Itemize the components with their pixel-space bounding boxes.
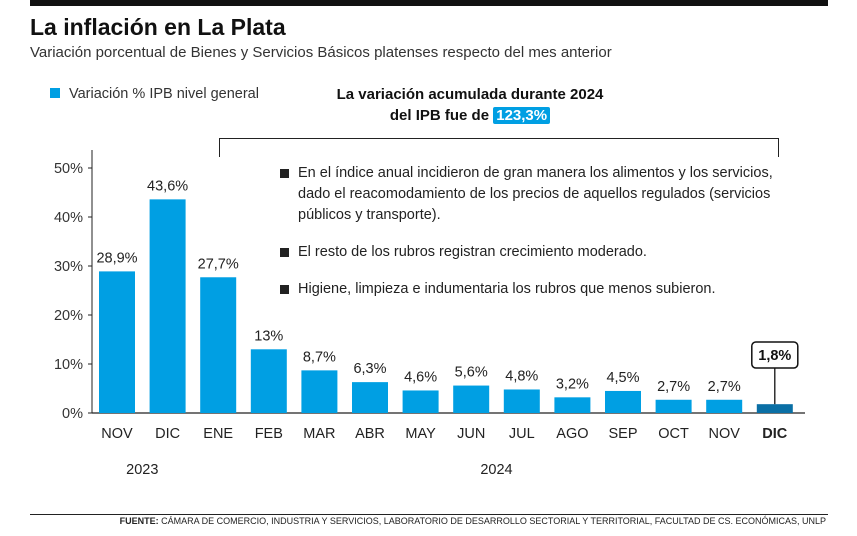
- source-text: CÁMARA DE COMERCIO, INDUSTRIA Y SERVICIO…: [161, 516, 826, 526]
- top-rule: [30, 0, 828, 6]
- x-tick-label: MAY: [405, 426, 436, 442]
- legend-label: Variación % IPB nivel general: [69, 86, 259, 102]
- notes-list: En el índice anual incidieron de gran ma…: [280, 163, 790, 316]
- bar: [352, 382, 388, 413]
- note-text: Higiene, limpieza e indumentaria los rub…: [298, 281, 716, 297]
- bar: [554, 397, 591, 413]
- bullet-icon: [280, 169, 289, 178]
- x-tick-label: JUL: [509, 426, 535, 442]
- data-label: 28,9%: [96, 250, 137, 266]
- note-item: El resto de los rubros registran crecimi…: [280, 242, 790, 263]
- headline-value: 123,3%: [493, 107, 551, 124]
- data-label: 8,7%: [303, 349, 336, 365]
- chart-subtitle: Variación porcentual de Bienes y Servici…: [30, 44, 612, 61]
- legend-swatch: [50, 88, 60, 98]
- x-tick-label: JUN: [457, 426, 485, 442]
- x-tick-label: ABR: [355, 426, 385, 442]
- x-tick-label: ENE: [203, 426, 233, 442]
- x-tick-label: MAR: [303, 426, 335, 442]
- bar: [250, 349, 287, 413]
- headline-box: La variación acumulada durante 2024 del …: [300, 84, 640, 126]
- headline-line1: La variación acumulada durante 2024: [336, 86, 604, 103]
- data-label: 1,8%: [758, 348, 791, 364]
- y-tick-label: 0%: [62, 406, 83, 422]
- bar: [453, 385, 490, 413]
- bullet-icon: [280, 248, 289, 257]
- bar: [200, 277, 237, 413]
- note-text: El resto de los rubros registran crecimi…: [298, 244, 647, 260]
- bar: [706, 399, 743, 413]
- data-label: 43,6%: [147, 178, 188, 194]
- data-label: 4,8%: [505, 368, 538, 384]
- x-tick-label: AGO: [556, 426, 588, 442]
- bar: [301, 370, 338, 413]
- bar: [402, 390, 439, 413]
- note-item: Higiene, limpieza e indumentaria los rub…: [280, 279, 790, 300]
- data-label: 3,2%: [556, 376, 589, 392]
- data-label: 4,6%: [404, 369, 437, 385]
- note-text: En el índice anual incidieron de gran ma…: [298, 165, 773, 223]
- year-2024-bracket: [219, 138, 779, 157]
- year-label: 2023: [126, 462, 158, 478]
- source-label: FUENTE:: [119, 516, 159, 526]
- data-label: 6,3%: [353, 361, 386, 377]
- x-tick-label: NOV: [101, 426, 133, 442]
- data-label: 27,7%: [198, 256, 239, 272]
- bar: [655, 399, 692, 413]
- bar: [605, 390, 641, 413]
- year-label: 2024: [480, 462, 512, 478]
- bar: [503, 389, 540, 413]
- x-tick-label: DIC: [762, 426, 788, 442]
- source-footer: FUENTE: CÁMARA DE COMERCIO, INDUSTRIA Y …: [30, 516, 826, 526]
- x-tick-label: DIC: [155, 426, 180, 442]
- data-label: 2,7%: [708, 379, 741, 395]
- chart-title: La inflación en La Plata: [30, 14, 286, 40]
- note-item: En el índice anual incidieron de gran ma…: [280, 163, 790, 226]
- data-label: 2,7%: [657, 379, 690, 395]
- bar: [99, 271, 135, 413]
- y-tick-label: 30%: [54, 259, 83, 275]
- x-tick-label: NOV: [708, 426, 740, 442]
- x-tick-label: OCT: [658, 426, 689, 442]
- bar: [756, 404, 793, 413]
- y-tick-label: 20%: [54, 308, 83, 324]
- x-tick-label: FEB: [255, 426, 283, 442]
- y-tick-label: 10%: [54, 357, 83, 373]
- footer-rule: [30, 514, 828, 515]
- headline-line2: del IPB fue de 123,3%: [300, 105, 640, 126]
- y-tick-label: 40%: [54, 210, 83, 226]
- data-label: 4,5%: [606, 370, 639, 386]
- bullet-icon: [280, 285, 289, 294]
- data-label: 5,6%: [455, 365, 488, 381]
- x-tick-label: SEP: [608, 426, 637, 442]
- headline-prefix: del IPB fue de: [389, 107, 490, 124]
- y-tick-label: 50%: [54, 161, 83, 177]
- legend: Variación % IPB nivel general: [50, 86, 259, 102]
- callout-box: [751, 341, 799, 369]
- data-label: 13%: [254, 328, 283, 344]
- bar: [149, 199, 186, 413]
